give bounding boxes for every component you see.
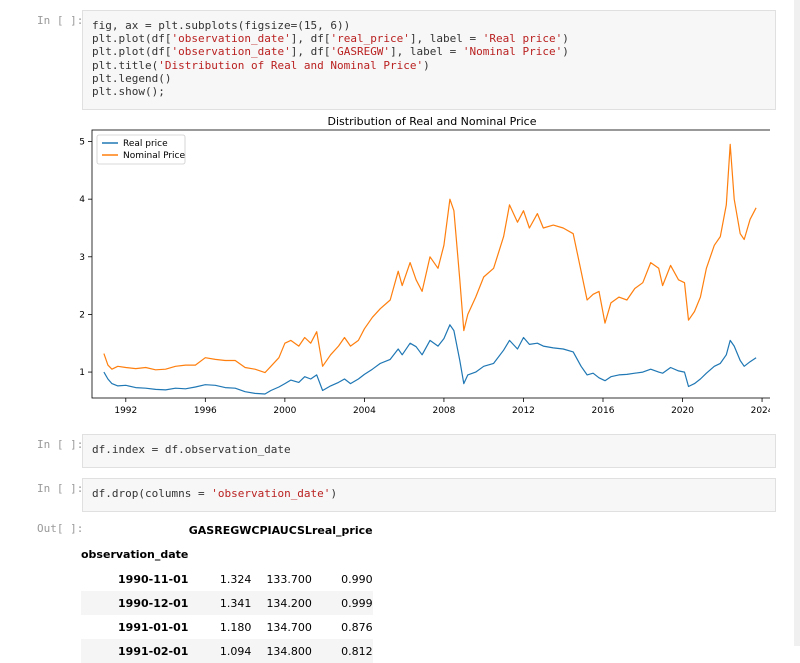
- code-string: 'Nominal Price': [462, 45, 563, 59]
- y-tick-label: 1: [79, 368, 85, 378]
- dataframe-table: GASREGW CPIAUCSL real_price observation_…: [81, 519, 373, 663]
- x-tick-label: 2004: [353, 406, 376, 416]
- code-token: plt.plot(df[: [92, 32, 172, 46]
- code-cell-drop-column[interactable]: df.drop(columns = 'observation_date'): [82, 478, 776, 512]
- code-string: 'Real price': [482, 32, 563, 46]
- code-line: fig, ax = plt.subplots(figsize=(15, 6)): [92, 19, 766, 32]
- code-line: df.drop(columns = 'observation_date'): [92, 487, 766, 500]
- x-tick-label: 2024: [751, 406, 770, 416]
- table-cell: 134.800: [266, 644, 312, 658]
- row-index: 1991-02-01: [118, 644, 189, 658]
- code-line: plt.plot(df['observation_date'], df['GAS…: [92, 45, 766, 58]
- column-header: GASREGW: [188, 523, 252, 537]
- code-token: ): [330, 487, 338, 500]
- legend-box: [96, 134, 186, 165]
- cell-prompt: In [ ]:: [37, 14, 84, 27]
- table-cell: 1.324: [219, 572, 252, 586]
- series-line-nominal: [103, 143, 757, 374]
- column-header: CPIAUCSL: [251, 523, 312, 537]
- table-row: 1991-02-01 1.094 134.800 0.812: [81, 639, 373, 663]
- code-cell-set-index[interactable]: df.index = df.observation_date: [82, 434, 776, 468]
- code-string: 'real_price': [330, 32, 410, 46]
- code-token: ], df[: [290, 45, 331, 59]
- code-line: plt.show();: [92, 85, 766, 98]
- code-token: ], df[: [290, 32, 331, 46]
- y-tick-label: 5: [79, 138, 85, 148]
- code-token: ], label =: [409, 32, 483, 46]
- code-token: ): [562, 45, 569, 59]
- code-line: plt.plot(df['observation_date'], df['rea…: [92, 32, 766, 45]
- code-token: plt.title(: [92, 58, 159, 72]
- output-prompt: Out[ ]:: [37, 522, 84, 535]
- cell-prompt: In [ ]:: [37, 482, 84, 495]
- table-row: 1991-01-01 1.180 134.700 0.876: [81, 615, 373, 639]
- code-line: plt.legend(): [92, 72, 766, 85]
- code-line: df.index = df.observation_date: [92, 443, 766, 456]
- table-row: 1990-11-01 1.324 133.700 0.990: [81, 567, 373, 591]
- series-line-real: [103, 324, 757, 395]
- y-tick-label: 4: [79, 195, 85, 205]
- legend-label: Nominal Price: [123, 151, 186, 161]
- code-token: ): [423, 58, 430, 72]
- x-tick-label: 1992: [114, 406, 137, 416]
- y-tick-label: 3: [79, 253, 85, 263]
- code-string: 'Distribution of Real and Nominal Price': [158, 58, 424, 72]
- code-token: plt.legend(): [92, 71, 172, 85]
- table-cell: 1.341: [219, 596, 252, 610]
- code-cell-plot[interactable]: fig, ax = plt.subplots(figsize=(15, 6)) p…: [82, 10, 776, 110]
- code-line: plt.title('Distribution of Real and Nomi…: [92, 59, 766, 72]
- index-name: observation_date: [81, 547, 189, 561]
- x-tick-label: 2000: [273, 406, 296, 416]
- x-tick-label: 2016: [592, 406, 615, 416]
- chart-title: Distribution of Real and Nominal Price: [328, 115, 537, 128]
- table-cell: 0.999: [341, 596, 373, 610]
- table-cell: 1.180: [219, 620, 252, 634]
- y-tick-label: 2: [79, 310, 85, 320]
- x-tick-label: 1996: [194, 406, 217, 416]
- table-cell: 134.700: [266, 620, 312, 634]
- table-cell: 0.876: [341, 620, 373, 634]
- x-tick-label: 2012: [512, 406, 535, 416]
- table-cell: 1.094: [219, 644, 252, 658]
- legend-label: Real price: [123, 139, 168, 149]
- table-cell: 133.700: [266, 572, 312, 586]
- code-token: ], label =: [390, 45, 463, 59]
- plot-frame: [91, 129, 770, 399]
- code-token: plt.plot(df[: [92, 45, 172, 59]
- code-string: 'observation_date': [171, 45, 291, 59]
- code-token: df.index = df.observation_date: [92, 443, 291, 456]
- cell-prompt: In [ ]:: [37, 438, 84, 451]
- table-cell: 0.812: [341, 644, 373, 658]
- table-cell: 0.990: [341, 572, 373, 586]
- table-cell: 134.200: [266, 596, 312, 610]
- x-tick-label: 2020: [671, 406, 694, 416]
- code-string: 'observation_date': [171, 32, 291, 46]
- line-chart: Distribution of Real and Nominal Price 19…: [79, 115, 770, 416]
- code-token: ): [562, 32, 569, 46]
- code-token: fig, ax = plt.subplots(figsize=(15, 6)): [92, 19, 351, 32]
- code-token: df.drop(columns =: [92, 487, 212, 500]
- code-string: 'observation_date': [211, 487, 331, 500]
- code-token: plt.show();: [92, 84, 165, 98]
- scrollbar[interactable]: [794, 0, 800, 646]
- column-header: real_price: [311, 523, 373, 537]
- x-tick-label: 2008: [432, 406, 455, 416]
- code-string: 'GASREGW': [330, 45, 391, 59]
- row-index: 1990-12-01: [118, 596, 189, 610]
- row-index: 1990-11-01: [118, 572, 189, 586]
- table-row: 1990-12-01 1.341 134.200 0.999: [81, 591, 373, 615]
- row-index: 1991-01-01: [118, 620, 189, 634]
